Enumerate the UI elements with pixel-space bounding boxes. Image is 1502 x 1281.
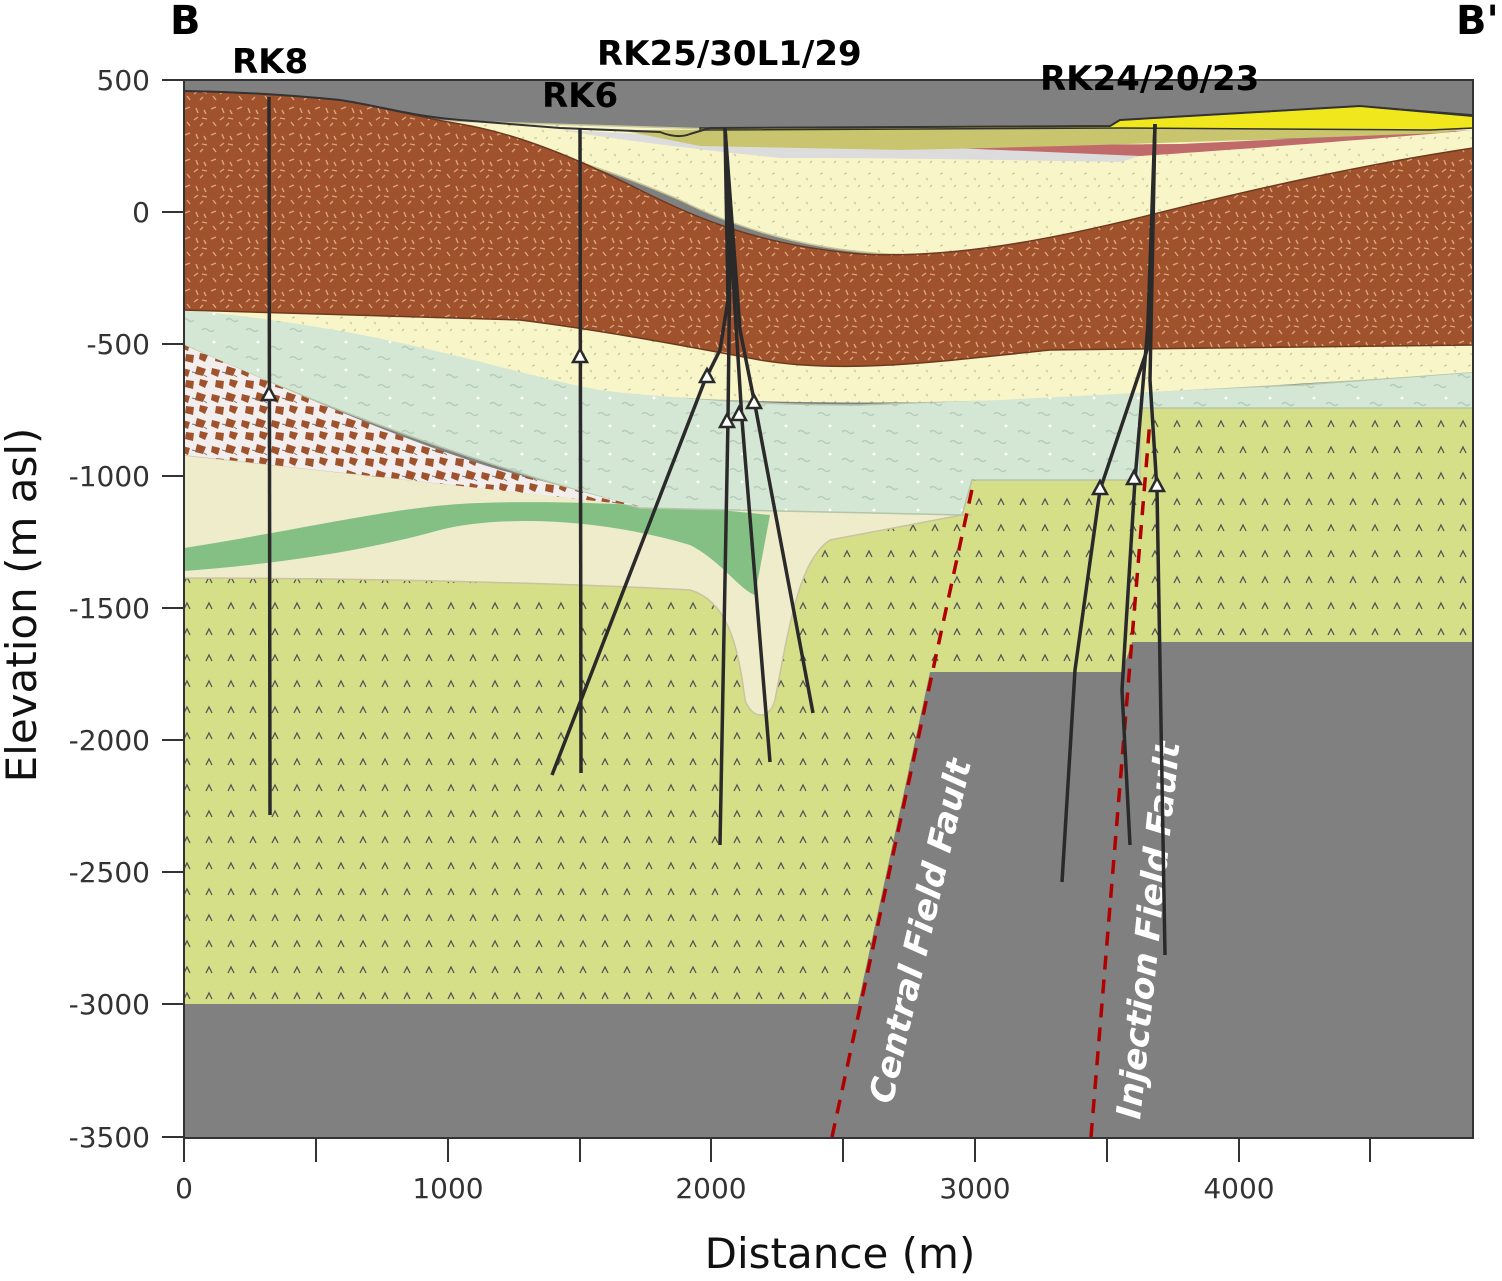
well-rk23-trace — [1148, 123, 1167, 956]
x-tick-label: 0 — [175, 1172, 193, 1205]
well-label-rk8: RK8 — [232, 42, 308, 82]
x-tick-label: 4000 — [1203, 1172, 1274, 1205]
feed-zone-marker — [1147, 475, 1167, 493]
feed-zone-markers — [259, 346, 1167, 496]
well-rk29b-trace — [723, 127, 815, 714]
y-tick-label: 500 — [97, 64, 150, 97]
x-tick-labels: 0 1000 2000 3000 4000 — [175, 1172, 1275, 1205]
y-axis-title: Elevation (m asl) — [0, 428, 46, 783]
y-tick-label: -3500 — [69, 1121, 150, 1154]
feed-zone-marker — [1090, 478, 1110, 496]
feed-zone-marker — [697, 366, 717, 384]
feed-zone-marker — [729, 404, 749, 422]
geology-layers — [183, 80, 1474, 1138]
mottled-breccia-layer — [184, 345, 640, 506]
well-rk8-trace — [267, 96, 272, 816]
feed-zone-marker — [1124, 468, 1144, 486]
well-rk6-trace — [578, 127, 583, 774]
section-end-label: B' — [1456, 0, 1499, 44]
central-field-fault-line — [830, 479, 976, 1138]
wells — [267, 96, 1167, 956]
olive-thin-layer — [620, 128, 1473, 150]
well-rk29-trace — [723, 127, 772, 763]
feed-zone-marker — [570, 346, 590, 364]
well-label-rk25: RK25/30L1/29 — [597, 34, 862, 74]
y-tick-label: -500 — [86, 328, 150, 361]
y-tick-label: -3000 — [69, 988, 150, 1021]
y-tick-labels: 500 0 -500 -1000 -1500 -2000 -2500 -3000… — [69, 64, 150, 1154]
y-tick-label: -2000 — [69, 724, 150, 757]
x-tick-label: 3000 — [939, 1172, 1010, 1205]
green-band-layer — [184, 502, 770, 595]
y-tick-label: 0 — [132, 196, 150, 229]
feed-zone-marker — [259, 384, 279, 402]
ground-surface-line — [183, 90, 1474, 138]
x-tick-label: 2000 — [675, 1172, 746, 1205]
y-axis — [162, 79, 184, 1138]
well-rk25-trace — [550, 127, 730, 776]
x-axis-title: Distance (m) — [705, 1229, 976, 1276]
well-label-rk6: RK6 — [542, 76, 618, 116]
x-tick-label: 1000 — [412, 1172, 483, 1205]
section-start-label: B — [170, 0, 201, 44]
y-tick-label: -1500 — [69, 592, 150, 625]
y-tick-label: -1000 — [69, 460, 150, 493]
y-tick-label: -2500 — [69, 856, 150, 889]
feed-zone-marker — [744, 392, 764, 410]
well-label-rk24: RK24/20/23 — [1040, 59, 1259, 99]
x-axis — [183, 1138, 1371, 1162]
